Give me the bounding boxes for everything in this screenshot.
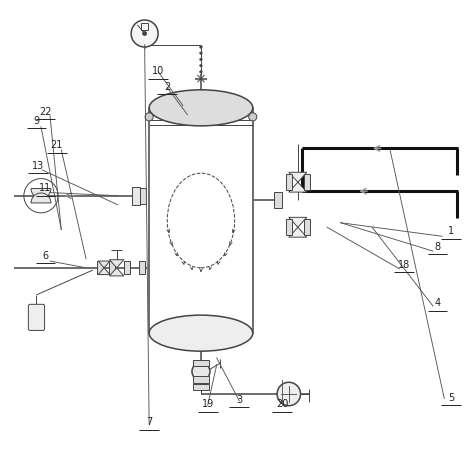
Polygon shape xyxy=(289,218,307,228)
Text: 6: 6 xyxy=(43,250,48,260)
Circle shape xyxy=(200,71,202,74)
Circle shape xyxy=(200,65,202,68)
Bar xyxy=(304,175,310,191)
Polygon shape xyxy=(98,262,110,268)
Ellipse shape xyxy=(149,315,253,351)
Text: 7: 7 xyxy=(146,417,152,427)
Polygon shape xyxy=(98,268,110,275)
Text: 22: 22 xyxy=(39,106,52,116)
Polygon shape xyxy=(109,268,124,276)
Bar xyxy=(193,384,209,391)
Circle shape xyxy=(131,21,158,48)
Circle shape xyxy=(249,114,257,122)
Bar xyxy=(97,262,103,275)
Bar xyxy=(304,220,310,236)
Text: 18: 18 xyxy=(398,259,410,269)
Polygon shape xyxy=(289,183,307,193)
Text: 4: 4 xyxy=(435,297,441,307)
Bar xyxy=(139,188,146,204)
Text: 2: 2 xyxy=(164,82,170,92)
Text: 9: 9 xyxy=(33,115,39,125)
Circle shape xyxy=(145,114,153,122)
Text: 3: 3 xyxy=(236,394,242,404)
Circle shape xyxy=(192,363,210,381)
Bar xyxy=(124,262,130,275)
Text: 19: 19 xyxy=(201,399,214,409)
Ellipse shape xyxy=(149,91,253,127)
FancyBboxPatch shape xyxy=(28,304,45,331)
Wedge shape xyxy=(31,189,51,199)
Circle shape xyxy=(200,59,202,62)
Bar xyxy=(274,193,282,209)
Bar xyxy=(193,360,209,367)
Circle shape xyxy=(200,46,202,49)
Bar xyxy=(132,187,140,205)
Circle shape xyxy=(277,382,301,406)
Polygon shape xyxy=(289,228,307,238)
Bar xyxy=(193,377,209,383)
Wedge shape xyxy=(31,193,51,203)
Bar xyxy=(141,24,148,31)
Bar xyxy=(286,175,292,191)
Bar xyxy=(139,262,145,275)
Polygon shape xyxy=(109,260,124,268)
Circle shape xyxy=(200,53,202,55)
Circle shape xyxy=(143,32,146,37)
Text: 1: 1 xyxy=(448,226,454,235)
Bar xyxy=(286,220,292,236)
Text: 20: 20 xyxy=(276,399,288,409)
Text: 13: 13 xyxy=(32,160,44,170)
Text: 8: 8 xyxy=(435,241,441,251)
Text: 11: 11 xyxy=(39,183,52,193)
Text: 5: 5 xyxy=(448,392,454,402)
Text: 10: 10 xyxy=(152,66,164,76)
Bar xyxy=(109,262,115,275)
Bar xyxy=(149,109,253,333)
Text: 21: 21 xyxy=(51,140,63,150)
Polygon shape xyxy=(289,173,307,183)
